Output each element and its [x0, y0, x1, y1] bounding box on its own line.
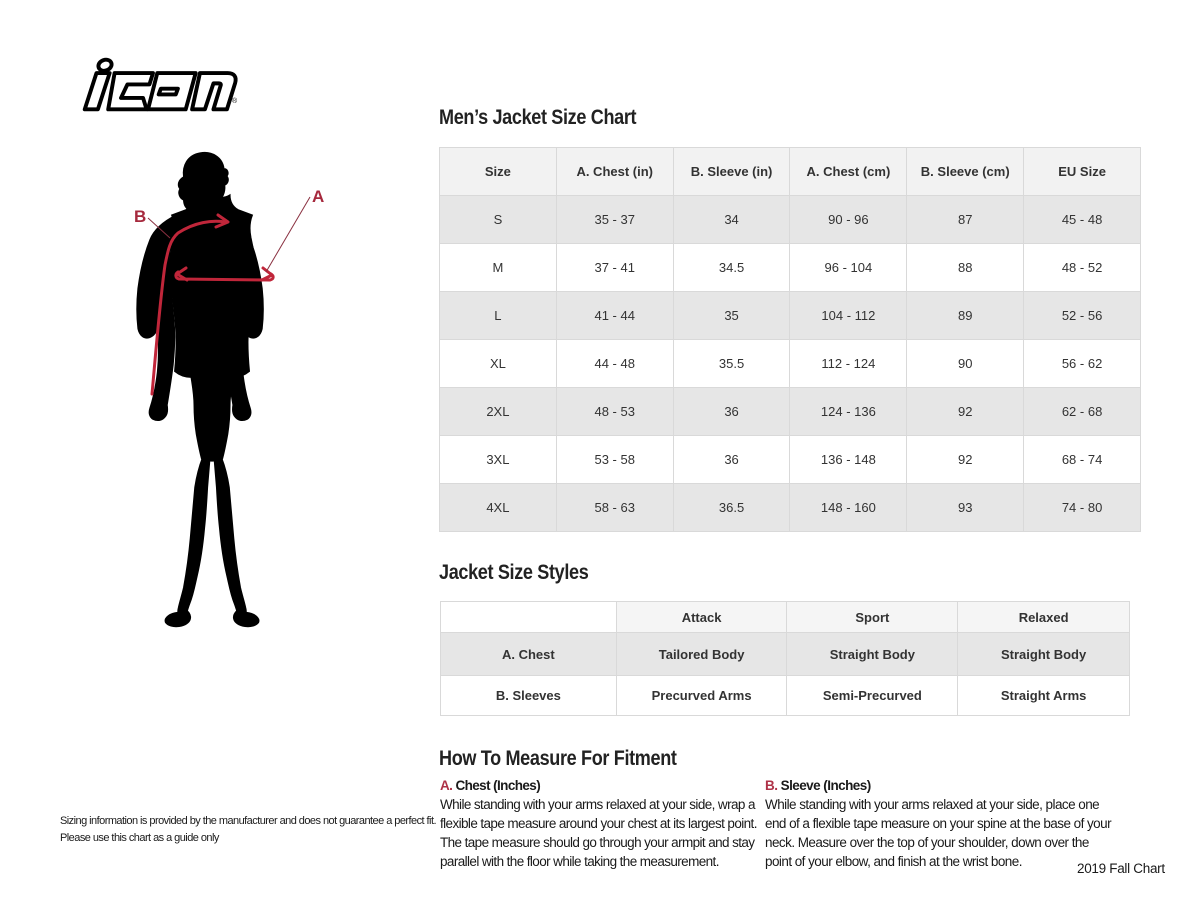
svg-text:A: A [312, 187, 324, 206]
svg-text:B: B [134, 207, 146, 226]
